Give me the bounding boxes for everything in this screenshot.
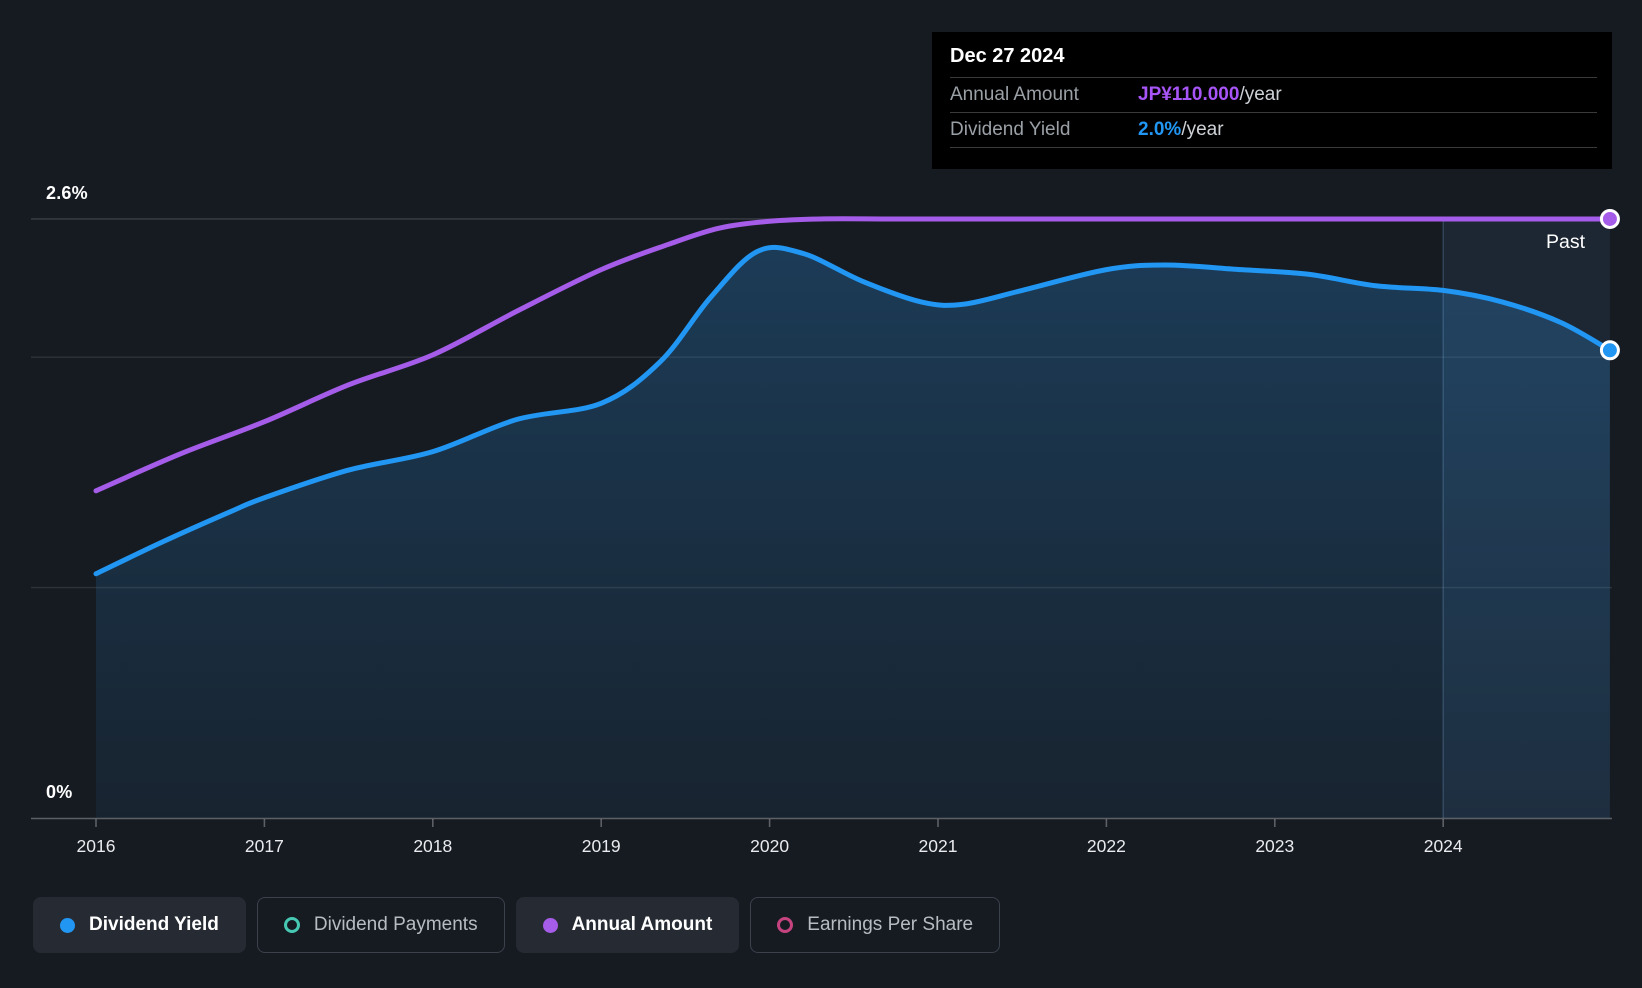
annual-amount-dot-icon — [542, 917, 558, 933]
legend-button-earnings-per-share[interactable]: Earnings Per Share — [750, 897, 1001, 953]
legend: Dividend Yield Dividend Payments Annual … — [33, 897, 1001, 953]
y-axis-label-zero: 0% — [46, 782, 73, 802]
y-axis-label-max: 2.6% — [46, 183, 88, 203]
legend-button-annual-amount[interactable]: Annual Amount — [515, 897, 740, 953]
dividend-yield-dot-icon — [60, 917, 75, 933]
x-axis-label-2023: 2023 — [1255, 836, 1295, 856]
x-axis-label-2021: 2021 — [918, 836, 958, 856]
tooltip-row-dividend-yield: Dividend Yield 2.0% /year — [950, 113, 1597, 148]
legend-label-dividend-yield: Dividend Yield — [89, 914, 219, 935]
dividend-payments-ring-icon — [283, 917, 300, 933]
past-highlight-band — [1443, 218, 1610, 818]
tooltip-suffix-annual-amount: /year — [1239, 84, 1282, 105]
x-axis-label-2020: 2020 — [750, 836, 790, 856]
past-region-label: Past — [1546, 231, 1586, 253]
tooltip-label-annual-amount: Annual Amount — [950, 84, 1079, 105]
legend-button-dividend-yield[interactable]: Dividend Yield — [33, 897, 246, 953]
x-axis-label-2016: 2016 — [76, 836, 116, 856]
dividend-yield-end-marker — [1599, 340, 1620, 361]
tooltip-value-annual-amount: JP¥110.000 — [1138, 84, 1240, 105]
chart-tooltip: Dec 27 2024 Annual Amount JP¥110.000 /ye… — [932, 32, 1612, 169]
tooltip-value-dividend-yield: 2.0% — [1138, 119, 1182, 140]
annual-amount-line — [93, 216, 1613, 494]
x-axis-label-2024: 2024 — [1423, 836, 1463, 856]
legend-label-earnings-per-share: Earnings Per Share — [807, 914, 974, 935]
tooltip-date: Dec 27 2024 — [950, 32, 1597, 78]
x-axis-label-2019: 2019 — [581, 836, 621, 856]
dividend-yield-line — [93, 244, 1613, 577]
legend-button-dividend-payments[interactable]: Dividend Payments — [256, 897, 505, 953]
tooltip-row-annual-amount: Annual Amount JP¥110.000 /year — [950, 78, 1597, 113]
x-axis-label-2022: 2022 — [1086, 836, 1126, 856]
tooltip-label-dividend-yield: Dividend Yield — [950, 119, 1071, 140]
yield-area-fill — [96, 247, 1610, 818]
earnings-per-share-ring-icon — [777, 917, 794, 933]
tooltip-suffix-dividend-yield: /year — [1181, 119, 1224, 140]
legend-label-dividend-payments: Dividend Payments — [313, 914, 478, 935]
x-axis-label-2017: 2017 — [244, 836, 284, 856]
x-axis-label-2018: 2018 — [413, 836, 453, 856]
annual-amount-end-marker — [1599, 208, 1620, 229]
legend-label-annual-amount: Annual Amount — [571, 914, 713, 935]
